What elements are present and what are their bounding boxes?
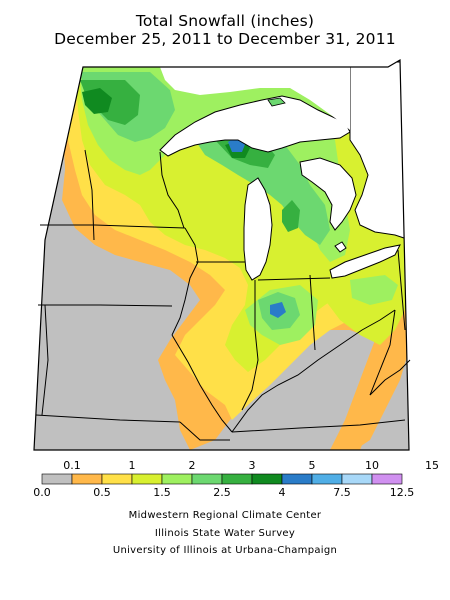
snowfall-zone-medium-green-mi bbox=[282, 200, 300, 232]
legend-swatch bbox=[311, 473, 343, 485]
legend-label-bottom: 0.0 bbox=[33, 486, 51, 499]
legend-label-bottom: 0.5 bbox=[93, 486, 111, 499]
legend-label-top: 10 bbox=[365, 459, 379, 472]
ks-mo-border bbox=[41, 304, 49, 416]
map-frame bbox=[33, 58, 410, 451]
ohio-river bbox=[231, 309, 396, 433]
legend-label-bottom: 20 bbox=[442, 486, 450, 499]
ky-south-border bbox=[231, 419, 406, 433]
lake-michigan bbox=[243, 177, 273, 281]
legend-label-top: 3 bbox=[248, 459, 256, 472]
map-title: Total Snowfall (inches) bbox=[135, 12, 315, 30]
il-in-border bbox=[241, 280, 259, 411]
legend-label-bottom: 1.5 bbox=[153, 486, 171, 499]
iowa-south-border bbox=[38, 304, 173, 307]
legend-swatch bbox=[221, 473, 253, 485]
legend-label-bottom: 2.5 bbox=[213, 486, 231, 499]
credit-line-1: Midwestern Regional Climate Center bbox=[128, 510, 322, 521]
mi-south-border bbox=[257, 277, 331, 281]
isle-royale bbox=[267, 97, 286, 107]
legend-label-bottom: 7.5 bbox=[333, 486, 351, 499]
mississippi-river bbox=[171, 334, 233, 433]
va-border bbox=[369, 359, 411, 396]
legend-swatch bbox=[281, 473, 313, 485]
snowfall-zone-blue-indiana bbox=[270, 302, 286, 318]
lake-huron bbox=[299, 157, 357, 231]
state-boundaries bbox=[35, 149, 411, 441]
color-legend bbox=[41, 473, 403, 485]
mn-wi-border bbox=[159, 151, 185, 229]
legend-label-top: 5 bbox=[308, 459, 316, 472]
iowa-north-border bbox=[40, 224, 186, 229]
legend-label-bottom: 4 bbox=[278, 486, 286, 499]
legend-swatch bbox=[101, 473, 133, 485]
wv-border bbox=[369, 309, 396, 396]
legend-swatch bbox=[71, 473, 103, 485]
legend-swatch bbox=[371, 473, 403, 485]
legend-swatch bbox=[131, 473, 163, 485]
legend-swatch bbox=[161, 473, 193, 485]
legend-label-bottom: 12.5 bbox=[389, 486, 415, 499]
legend-label-top: 1 bbox=[128, 459, 136, 472]
legend-swatch bbox=[191, 473, 223, 485]
iowa-east-border bbox=[171, 227, 199, 336]
credit-line-2: Illinois State Water Survey bbox=[154, 528, 296, 539]
map-area bbox=[34, 60, 409, 450]
in-oh-border bbox=[309, 274, 316, 351]
legend-label-top: 15 bbox=[425, 459, 439, 472]
snowfall-zone-light-green-east bbox=[350, 275, 398, 305]
oh-pa-border bbox=[397, 249, 406, 331]
mn-dakota-border bbox=[84, 149, 95, 241]
lake-huron-east bbox=[349, 61, 409, 241]
legend-label-top: 0.1 bbox=[63, 459, 81, 472]
credit-line-3: University of Illinois at Urbana-Champai… bbox=[112, 545, 338, 556]
legend-swatch bbox=[251, 473, 283, 485]
legend-label-top: 2 bbox=[188, 459, 196, 472]
legend-swatch bbox=[41, 473, 73, 485]
canada-region bbox=[83, 62, 350, 130]
snowfall-zone-dark-green bbox=[82, 88, 112, 114]
legend-swatch bbox=[341, 473, 373, 485]
map-subtitle: December 25, 2011 to December 31, 2011 bbox=[54, 30, 396, 48]
lake-erie bbox=[329, 244, 401, 279]
mo-ar-border bbox=[35, 414, 181, 423]
mo-bootheel bbox=[179, 421, 230, 441]
lake-superior bbox=[159, 95, 351, 157]
lake-st-clair bbox=[334, 241, 347, 253]
